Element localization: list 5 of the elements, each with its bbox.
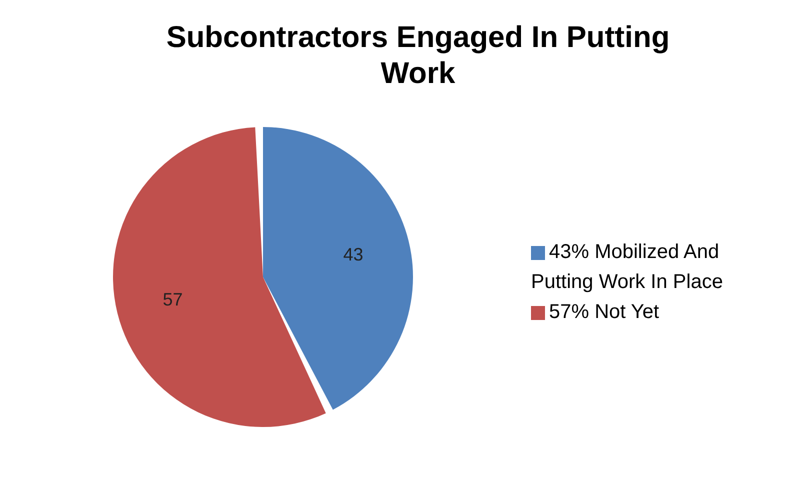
data-label: 43 bbox=[343, 244, 364, 265]
data-label: 57 bbox=[162, 289, 183, 310]
legend-label: 57% Not Yet bbox=[549, 301, 660, 323]
legend-label: 43% Mobilized And Putting Work In Place bbox=[531, 241, 723, 293]
chart-title: Subcontractors Engaged In Putting Work bbox=[165, 20, 671, 92]
